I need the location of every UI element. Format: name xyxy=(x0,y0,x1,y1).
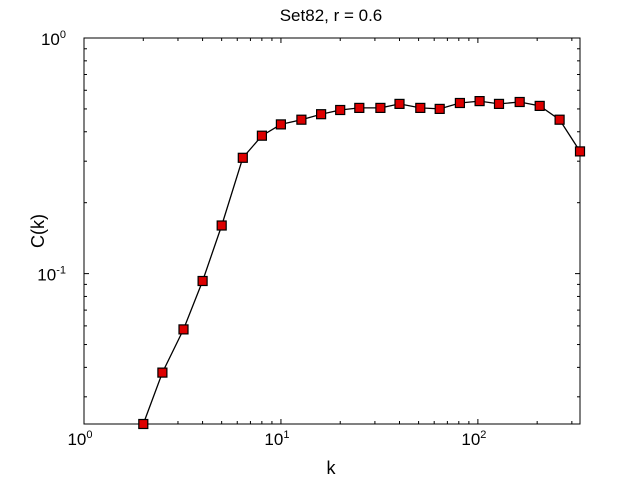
data-point xyxy=(335,104,346,116)
data-point xyxy=(554,114,565,125)
tick-group: 100 101 102 10-1 100 xyxy=(37,29,580,449)
x-tick-label: 101 xyxy=(264,429,289,449)
series-line xyxy=(142,100,581,425)
x-tick-label: 102 xyxy=(461,429,486,449)
data-point xyxy=(375,102,386,114)
data-point xyxy=(434,103,445,115)
data-point xyxy=(474,95,485,107)
data-point xyxy=(138,418,149,430)
y-tick-label: 100 xyxy=(41,29,66,49)
plot-frame xyxy=(83,37,581,425)
x-tick-label: 100 xyxy=(67,429,92,449)
y-axis-label: C(k) xyxy=(28,214,48,248)
x-axis-label: k xyxy=(327,458,337,478)
data-point xyxy=(514,96,525,108)
data-point xyxy=(534,100,545,112)
data-point xyxy=(415,102,426,114)
data-point xyxy=(574,146,586,157)
data-point xyxy=(493,98,505,110)
data-point xyxy=(178,324,189,335)
data-point xyxy=(296,114,307,125)
data-point xyxy=(394,98,405,110)
data-point xyxy=(316,109,327,120)
chart-title: Set82, r = 0.6 xyxy=(280,6,383,25)
data-point xyxy=(216,220,227,231)
data-point xyxy=(354,102,365,114)
series-group xyxy=(138,95,586,430)
data-point xyxy=(256,130,267,141)
data-point xyxy=(275,119,286,130)
data-point xyxy=(157,367,168,378)
data-point xyxy=(237,152,248,163)
y-tick-label: 10-1 xyxy=(37,265,66,285)
data-point xyxy=(197,275,208,287)
data-point xyxy=(454,97,465,109)
